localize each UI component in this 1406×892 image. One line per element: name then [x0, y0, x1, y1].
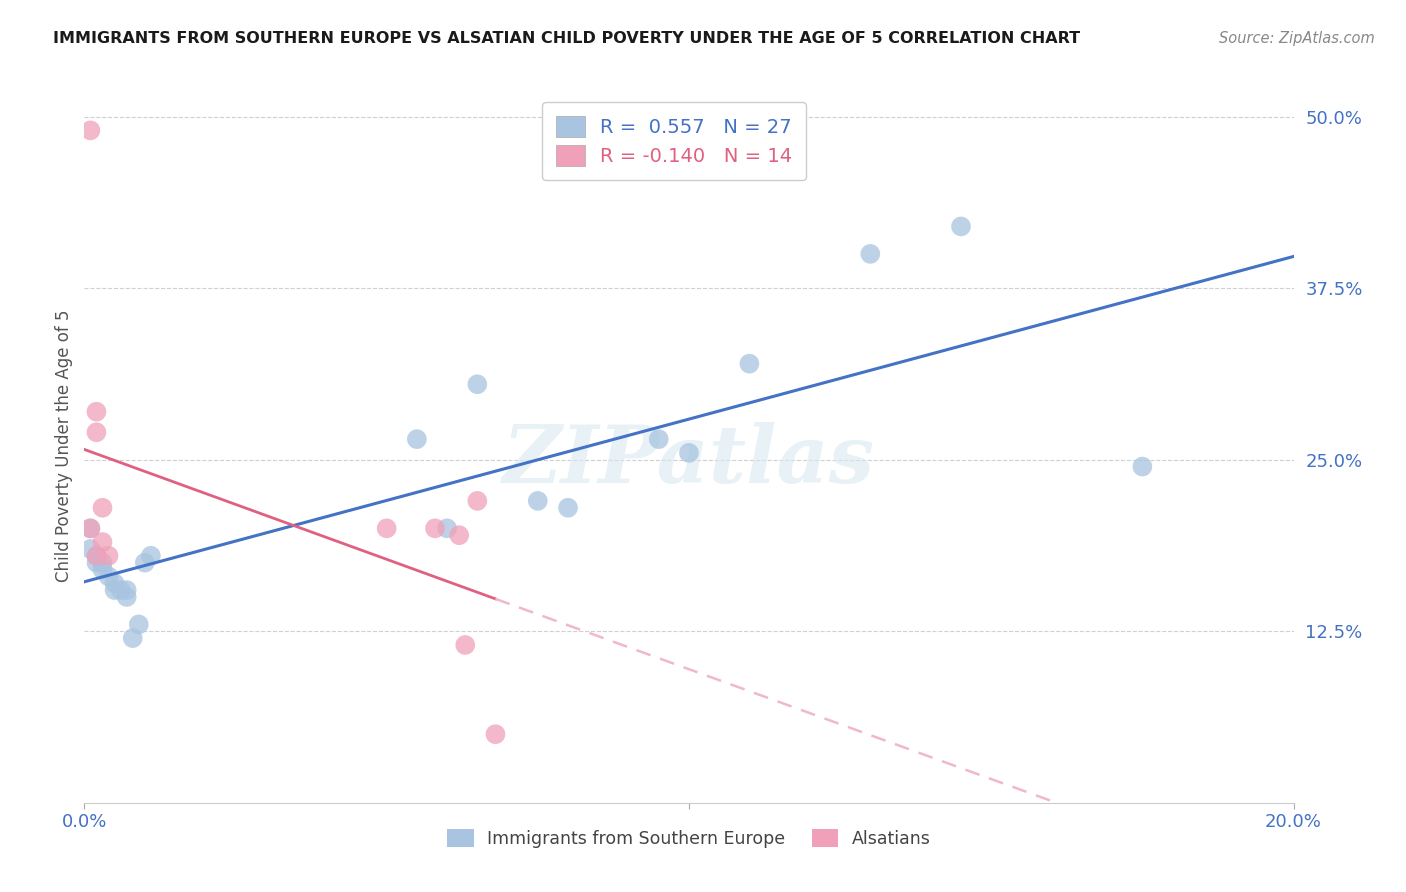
Point: [375, 521, 398, 535]
Y-axis label: Child Poverty Under the Age of 5: Child Poverty Under the Age of 5: [55, 310, 73, 582]
Point: [467, 494, 489, 508]
Point: [91, 500, 114, 515]
Point: [110, 583, 132, 598]
Point: [484, 727, 506, 741]
Point: [527, 494, 550, 508]
Point: [104, 583, 127, 598]
Text: Source: ZipAtlas.com: Source: ZipAtlas.com: [1219, 31, 1375, 46]
Point: [121, 631, 143, 645]
Point: [406, 432, 429, 446]
Point: [97, 569, 120, 583]
Point: [86, 405, 108, 419]
Point: [86, 549, 108, 563]
Point: [86, 549, 108, 563]
Point: [423, 521, 446, 535]
Point: [678, 446, 700, 460]
Point: [79, 123, 101, 137]
Point: [79, 541, 101, 556]
Point: [738, 357, 761, 371]
Point: [91, 535, 114, 549]
Point: [97, 549, 120, 563]
Point: [950, 219, 973, 234]
Point: [648, 432, 671, 446]
Point: [139, 549, 162, 563]
Point: [467, 377, 489, 392]
Point: [859, 247, 882, 261]
Point: [91, 556, 114, 570]
Point: [454, 638, 477, 652]
Point: [115, 590, 138, 604]
Point: [91, 562, 114, 576]
Point: [449, 528, 471, 542]
Point: [86, 425, 108, 440]
Point: [104, 576, 127, 591]
Point: [436, 521, 458, 535]
Point: [128, 617, 150, 632]
Text: IMMIGRANTS FROM SOUTHERN EUROPE VS ALSATIAN CHILD POVERTY UNDER THE AGE OF 5 COR: IMMIGRANTS FROM SOUTHERN EUROPE VS ALSAT…: [53, 31, 1081, 46]
Point: [79, 521, 101, 535]
Point: [557, 500, 579, 515]
Point: [134, 556, 156, 570]
Legend: Immigrants from Southern Europe, Alsatians: Immigrants from Southern Europe, Alsatia…: [440, 822, 938, 855]
Text: ZIPatlas: ZIPatlas: [503, 422, 875, 499]
Point: [86, 556, 108, 570]
Point: [79, 521, 101, 535]
Point: [1130, 459, 1153, 474]
Point: [115, 583, 138, 598]
